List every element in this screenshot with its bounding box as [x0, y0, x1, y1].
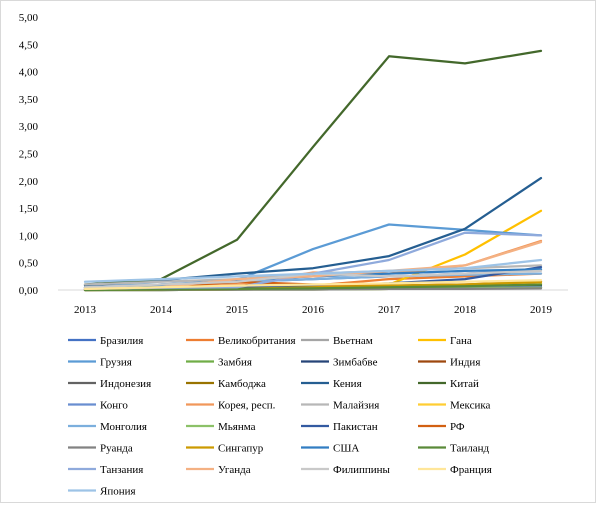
x-tick-label: 2016: [302, 304, 325, 316]
legend-item: Индонезия: [68, 378, 151, 390]
legend-item: Монголия: [68, 421, 147, 433]
legend-label: Камбоджа: [218, 378, 266, 390]
y-tick-label: 3,00: [19, 121, 39, 133]
legend-label: Кения: [333, 378, 362, 390]
legend-label: Корея, респ.: [218, 400, 276, 412]
legend-label: Конго: [100, 400, 128, 412]
series-line-29: [83, 258, 543, 283]
legend-item: Зимбабве: [301, 357, 378, 369]
y-tick-label: 3,50: [19, 94, 39, 106]
legend-label: Сингапур: [218, 443, 264, 455]
legend-label: Великобритания: [218, 335, 296, 347]
legend-item: Кения: [301, 378, 362, 390]
legend-label: Мьянма: [218, 421, 256, 433]
y-tick-label: 1,50: [19, 203, 39, 215]
legend-item: Корея, респ.: [186, 400, 276, 412]
legend-item: Камбоджа: [186, 378, 266, 390]
legend-label: Замбия: [218, 357, 252, 369]
legend-label: Танзания: [100, 464, 143, 476]
legend-item: Таиланд: [418, 443, 489, 455]
y-tick-label: 1,00: [19, 230, 39, 242]
y-tick-label: 2,50: [19, 149, 39, 161]
legend-item: Мексика: [418, 400, 491, 412]
legend-item: Вьетнам: [301, 335, 373, 347]
x-tick-label: 2019: [530, 304, 553, 316]
legend-item: Замбия: [186, 357, 252, 369]
legend-item: Япония: [68, 486, 136, 498]
legend-label: Зимбабве: [333, 357, 378, 369]
legend-item: Великобритания: [186, 335, 296, 347]
legend-item: Гана: [418, 335, 472, 347]
legend-label: Руанда: [100, 443, 133, 455]
y-tick-label: 2,00: [19, 176, 39, 188]
legend-label: Гана: [450, 335, 472, 347]
x-axis: 2013 2014 2015 2016 2017 2018 2019: [58, 289, 568, 316]
legend-label: Пакистан: [333, 421, 378, 433]
legend-item: Руанда: [68, 443, 133, 455]
legend-label: Грузия: [100, 357, 132, 369]
legend-label: Китай: [450, 378, 479, 390]
legend-label: Уганда: [218, 464, 251, 476]
x-tick-label: 2015: [226, 304, 249, 316]
legend-label: США: [333, 443, 359, 455]
y-tick-label: 5,00: [19, 12, 39, 24]
series-line-24: [83, 283, 543, 292]
legend-item: Сингапур: [186, 443, 264, 455]
y-tick-label: 0,00: [19, 285, 39, 297]
legend-item: Индия: [418, 357, 480, 369]
y-axis: 0,00 0,50 1,00 1,50 2,00 2,50 3,00 3,50 4,00 4,50…: [19, 12, 39, 297]
legend-label: Вьетнам: [333, 335, 373, 347]
legend-item: США: [301, 443, 359, 455]
legend-item: Бразилия: [68, 335, 143, 347]
legend-item: РФ: [418, 421, 465, 433]
x-tick-label: 2018: [454, 304, 477, 316]
x-tick-label: 2013: [74, 304, 97, 316]
legend-item: Танзания: [68, 464, 143, 476]
x-tick-label: 2014: [150, 304, 173, 316]
legend-label: Бразилия: [100, 335, 143, 347]
legend: Бразилия Великобритания Вьетнам Гана Грузия З…: [68, 335, 492, 498]
legend-item: Малайзия: [301, 400, 379, 412]
legend-label: Япония: [100, 486, 136, 498]
legend-label: Индонезия: [100, 378, 151, 390]
legend-item: Мьянма: [186, 421, 256, 433]
legend-item: Конго: [68, 400, 128, 412]
legend-label: Монголия: [100, 421, 147, 433]
legend-item: Уганда: [186, 464, 251, 476]
y-tick-label: 4,00: [19, 67, 39, 79]
legend-label: РФ: [450, 421, 465, 433]
legend-label: Таиланд: [450, 443, 489, 455]
legend-item: Франция: [418, 464, 492, 476]
x-tick-label: 2017: [378, 304, 401, 316]
legend-item: Филиппины: [301, 464, 391, 476]
legend-item: Пакистан: [301, 421, 378, 433]
legend-item: Грузия: [68, 357, 132, 369]
y-tick-label: 0,50: [19, 258, 39, 270]
plot-area: [83, 49, 543, 292]
y-tick-label: 4,50: [19, 39, 39, 51]
legend-label: Филиппины: [333, 464, 391, 476]
legend-label: Малайзия: [333, 400, 379, 412]
legend-label: Франция: [450, 464, 492, 476]
legend-item: Китай: [418, 378, 479, 390]
legend-label: Мексика: [450, 400, 491, 412]
legend-label: Индия: [450, 357, 480, 369]
series-line-28: [83, 279, 543, 291]
